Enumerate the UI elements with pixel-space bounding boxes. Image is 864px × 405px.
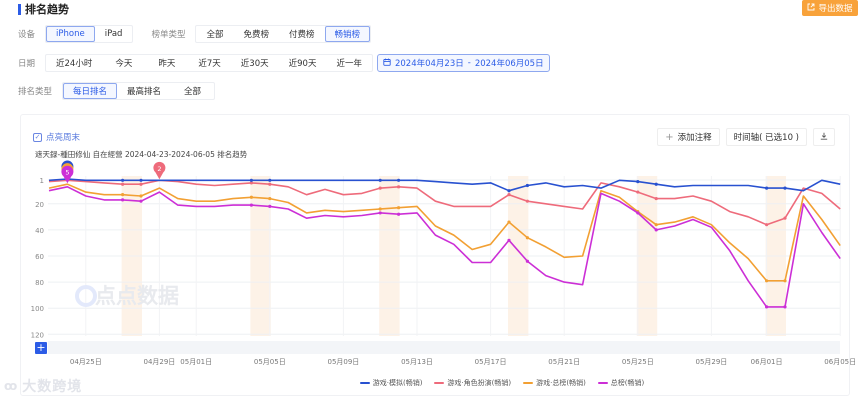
x-tick-label: 05月05日 <box>254 358 286 366</box>
list-type-selector: 全部 免费榜 付费榜 畅销榜 <box>195 25 372 43</box>
legend-item[interactable]: 游戏·角色扮演(畅销) <box>434 378 511 388</box>
export-data-label: 导出数据 <box>818 4 853 14</box>
x-tick-label: 05月17日 <box>475 358 507 366</box>
brand-logo-icon: ꝏ <box>4 379 19 393</box>
y-tick-label: 100 <box>31 305 44 313</box>
chart-toolbar: + 添加注释 时间轴( 已选10 ) <box>657 128 835 146</box>
list-type-option-all[interactable]: 全部 <box>206 30 224 40</box>
x-tick-label: 06月01日 <box>751 358 783 366</box>
series-line[interactable] <box>48 186 841 308</box>
weekend-highlight-toggle[interactable]: ✓ 点亮周末 <box>33 131 80 143</box>
date-option-yesterday[interactable]: 昨天 <box>158 59 176 69</box>
x-tick-label: 05月13日 <box>401 358 433 366</box>
legend-label: 游戏·模拟(畅销) <box>372 379 423 387</box>
title-accent-bar <box>18 3 21 15</box>
plus-icon: + <box>665 131 674 143</box>
rank-type-option-daily[interactable]: 每日排名 <box>63 83 118 99</box>
download-button[interactable] <box>813 128 835 146</box>
device-selector: iPhone iPad <box>45 25 134 43</box>
legend-label: 游戏·总榜(畅销) <box>536 379 586 387</box>
filter-row-rank-type: 排名类型 每日排名 最高排名 全部 <box>18 82 216 100</box>
series-line[interactable] <box>48 178 841 192</box>
date-range-start: 2024年04月23日 <box>394 59 464 69</box>
date-option-1y[interactable]: 近一年 <box>336 59 362 69</box>
annotation-pin[interactable]: 2 <box>153 161 166 180</box>
add-note-label: 添加注释 <box>677 133 712 143</box>
chart-title: 遮天録-種田修仙 自在經營 2024-04-23-2024-06-05 排名趋势 <box>35 150 248 159</box>
list-type-label: 榜单类型 <box>151 30 186 40</box>
external-link-icon <box>807 3 815 14</box>
y-tick-label: 120 <box>31 331 44 339</box>
legend-item[interactable]: 游戏·总榜(畅销) <box>523 378 586 388</box>
date-preset-selector: 近24小时 今天 昨天 近7天 近30天 近90天 近一年 <box>45 54 373 72</box>
rank-type-selector: 每日排名 最高排名 全部 <box>62 82 216 100</box>
download-icon <box>820 132 828 143</box>
x-tick-label: 05月09日 <box>327 358 359 366</box>
x-tick-label: 05月21日 <box>548 358 580 366</box>
annotation-pin[interactable]: 5 <box>61 165 74 184</box>
legend-item[interactable]: 总榜(畅销) <box>597 378 645 388</box>
expand-timeline-button[interactable]: + <box>35 341 47 354</box>
watermark-logo-icon <box>75 285 97 307</box>
x-tick-label: 05月29日 <box>695 358 727 366</box>
x-tick-label: 04月29日 <box>143 358 175 366</box>
device-option-ipad[interactable]: iPad <box>104 29 123 39</box>
x-tick-label: 04月25日 <box>70 358 102 366</box>
page-title: 排名趋势 <box>25 3 69 16</box>
checkbox-checked-icon: ✓ <box>33 132 42 142</box>
x-tick-label: 05月25日 <box>622 358 654 366</box>
svg-text:2: 2 <box>157 165 161 173</box>
timeline-label: 时间轴( 已选10 ) <box>733 133 799 143</box>
footer-watermark: ꝏ 大数跨境 <box>4 376 82 396</box>
chart-legend: 游戏·模拟(畅销) 游戏·角色扮演(畅销) 游戏·总榜(畅销) 总榜(畅销) <box>0 378 864 388</box>
date-option-24h[interactable]: 近24小时 <box>56 59 93 69</box>
x-tick-label: 05月01日 <box>180 358 212 366</box>
filter-row-date: 日期 近24小时 今天 昨天 近7天 近30天 近90天 近一年 2024年04… <box>18 54 550 72</box>
add-note-button[interactable]: + 添加注释 <box>657 128 720 146</box>
device-label: 设备 <box>18 30 36 40</box>
rank-type-option-all[interactable]: 全部 <box>184 87 202 97</box>
date-label: 日期 <box>18 59 36 69</box>
legend-item[interactable]: 游戏·模拟(畅销) <box>359 378 423 388</box>
export-data-button[interactable]: 导出数据 <box>802 0 858 16</box>
list-type-option-free[interactable]: 免费榜 <box>243 30 269 40</box>
legend-swatch <box>359 381 370 385</box>
y-tick-label: 20 <box>35 201 44 209</box>
calendar-icon <box>383 58 391 69</box>
date-range-end: 2024年06月05日 <box>474 59 544 69</box>
timeline-scrollbar[interactable] <box>48 341 840 354</box>
y-tick-label: 80 <box>35 279 44 287</box>
legend-swatch <box>523 381 534 385</box>
date-range-separator: - <box>467 58 471 68</box>
series-line[interactable] <box>48 179 841 226</box>
y-tick-label: 1 <box>40 177 44 185</box>
rank-type-label: 排名类型 <box>18 87 53 97</box>
svg-text:5: 5 <box>65 169 69 177</box>
date-option-today[interactable]: 今天 <box>115 59 133 69</box>
footer-watermark-text: 大数跨境 <box>22 379 83 395</box>
rank-type-option-highest[interactable]: 最高排名 <box>127 87 162 97</box>
legend-label: 总榜(畅销) <box>610 379 645 387</box>
date-option-30d[interactable]: 近30天 <box>240 59 269 69</box>
list-type-option-grossing[interactable]: 畅销榜 <box>324 26 371 42</box>
date-option-90d[interactable]: 近90天 <box>288 59 317 69</box>
chart-watermark: 点点数据 <box>95 284 179 308</box>
y-tick-label: 60 <box>35 253 44 261</box>
date-option-7d[interactable]: 近7天 <box>198 59 221 69</box>
legend-swatch <box>597 381 608 385</box>
x-tick-label: 06月05日 <box>824 358 856 366</box>
series-line[interactable] <box>48 183 841 282</box>
y-tick-label: 40 <box>35 227 44 235</box>
weekend-highlight-label: 点亮周末 <box>46 133 81 143</box>
list-type-option-paid[interactable]: 付费榜 <box>288 30 315 40</box>
filter-row-device: 设备 iPhone iPad 榜单类型 全部 免费榜 付费榜 畅销榜 <box>18 25 372 43</box>
legend-swatch <box>434 381 445 385</box>
section-title: 排名趋势 <box>18 2 69 16</box>
legend-label: 游戏·角色扮演(畅销) <box>447 379 512 387</box>
date-range-picker[interactable]: 2024年04月23日 - 2024年06月05日 <box>376 54 550 72</box>
timeline-button[interactable]: 时间轴( 已选10 ) <box>725 128 807 146</box>
device-option-iphone[interactable]: iPhone <box>46 26 95 42</box>
